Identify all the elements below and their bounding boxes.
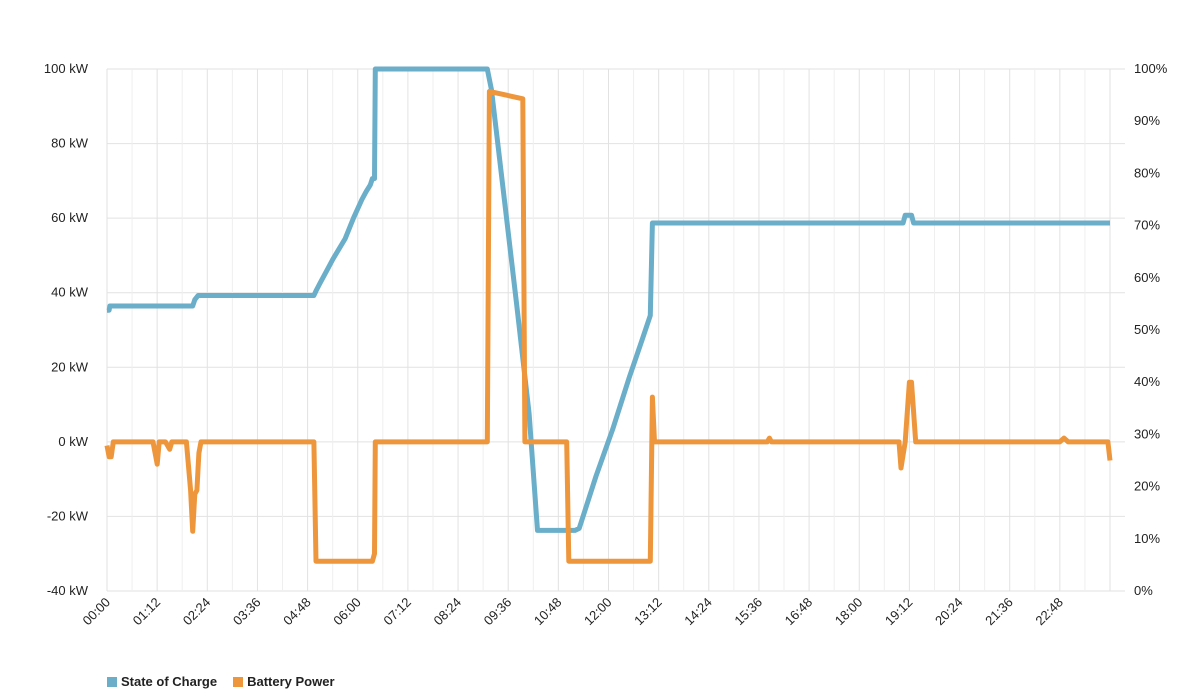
y-left-tick-label: -40 kW [47, 583, 89, 598]
series-line-state-of-charge [106, 66, 1110, 533]
y-axis-right: 100% 90% 80% 70% 60% 50% 40% 30% 20% 10% 0% [1134, 61, 1168, 598]
legend-swatch-power [233, 676, 244, 687]
y-right-tick-label: 30% [1134, 426, 1160, 441]
legend-item-soc[interactable]: State of Charge [107, 674, 217, 689]
y-right-tick-label: 10% [1134, 531, 1160, 546]
y-left-tick-label: 40 kW [51, 285, 89, 300]
y-left-tick-label: 0 kW [58, 434, 88, 449]
y-left-tick-label: 100 kW [44, 61, 89, 76]
y-left-tick-label: -20 kW [47, 508, 89, 523]
x-axis: 00:00 01:12 02:24 03:36 04:48 06:00 07:12 08:24… [80, 595, 1066, 629]
y-right-tick-label: 100% [1134, 61, 1168, 76]
x-tick-label: 20:24 [932, 595, 966, 629]
x-tick-label: 12:00 [581, 595, 615, 629]
x-tick-label: 08:24 [431, 595, 465, 629]
y-right-tick-label: 60% [1134, 270, 1160, 285]
y-right-tick-label: 0% [1134, 583, 1153, 598]
x-tick-label: 04:48 [280, 595, 314, 629]
x-tick-label: 06:00 [330, 595, 364, 629]
x-tick-label: 19:12 [882, 595, 916, 629]
y-right-tick-label: 90% [1134, 113, 1160, 128]
y-right-tick-label: 20% [1134, 479, 1160, 494]
x-tick-label: 01:12 [130, 595, 164, 629]
x-tick-label: 16:48 [782, 595, 816, 629]
grid-lines [106, 68, 1125, 592]
legend-swatch-soc [107, 676, 117, 687]
x-tick-label: 00:00 [80, 595, 114, 629]
legend-item-power[interactable]: Battery Power [233, 674, 335, 689]
x-tick-label: 22:48 [1032, 595, 1066, 629]
x-tick-label: 09:36 [481, 595, 515, 629]
y-axis-left: 100 kW 80 kW 60 kW 40 kW 20 kW 0 kW -20 kW -40 … [44, 61, 89, 598]
legend-label-power: Battery Power [247, 674, 335, 689]
x-tick-label: 21:36 [982, 595, 1016, 629]
x-tick-label: 13:12 [631, 595, 665, 629]
y-right-tick-label: 40% [1134, 374, 1160, 389]
x-tick-label: 03:36 [230, 595, 264, 629]
y-left-tick-label: 80 kW [51, 136, 89, 151]
x-tick-label: 18:00 [832, 595, 866, 629]
x-tick-label: 02:24 [180, 595, 214, 629]
x-tick-label: 10:48 [531, 595, 565, 629]
series-line-battery-power [104, 88, 1113, 564]
y-left-tick-label: 60 kW [51, 210, 89, 225]
legend-label-soc: State of Charge [121, 674, 218, 689]
x-tick-label: 07:12 [380, 595, 414, 629]
x-tick-label: 14:24 [681, 595, 715, 629]
y-left-tick-label: 20 kW [51, 359, 89, 374]
y-right-tick-label: 80% [1134, 165, 1160, 180]
y-right-tick-label: 70% [1134, 218, 1160, 233]
x-tick-label: 15:36 [731, 595, 765, 629]
series-layer [104, 66, 1113, 564]
y-right-tick-label: 50% [1134, 322, 1160, 337]
legend: State of Charge Battery Power [107, 674, 335, 689]
